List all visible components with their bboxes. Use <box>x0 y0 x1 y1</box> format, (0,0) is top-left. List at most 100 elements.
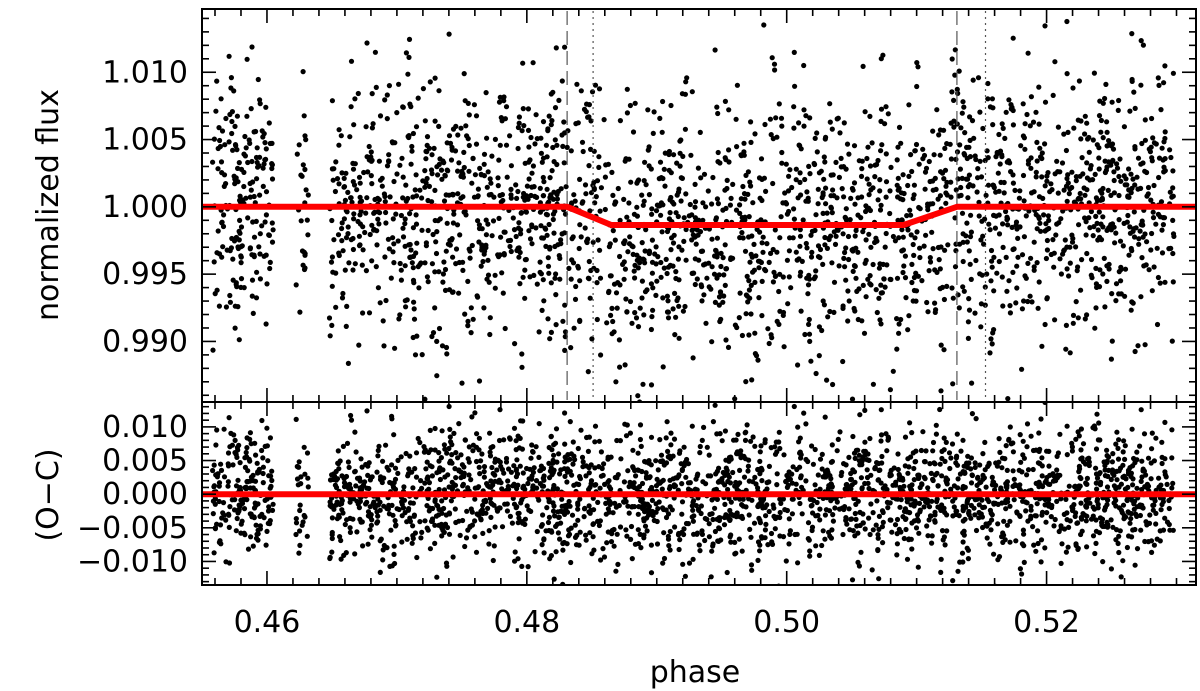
data-point <box>384 545 390 551</box>
data-point <box>748 119 754 125</box>
data-point <box>1070 85 1076 91</box>
data-point <box>882 244 888 250</box>
data-point <box>660 295 666 301</box>
data-point <box>251 505 258 511</box>
data-point <box>1125 212 1131 219</box>
data-point <box>1093 213 1099 219</box>
data-point <box>894 316 900 322</box>
data-point <box>797 170 803 176</box>
data-point <box>345 189 351 195</box>
data-point <box>260 183 266 189</box>
data-point <box>726 159 732 165</box>
data-point <box>253 452 259 458</box>
data-point <box>642 248 648 254</box>
data-point <box>969 380 975 386</box>
data-point <box>709 264 715 270</box>
data-point <box>1094 411 1100 417</box>
data-point <box>444 220 450 226</box>
data-point <box>254 145 260 151</box>
data-point <box>887 210 893 217</box>
data-point <box>1064 18 1070 25</box>
data-point <box>840 531 846 538</box>
data-point <box>752 279 758 285</box>
data-point <box>748 183 754 189</box>
data-point <box>826 586 831 591</box>
data-point <box>759 535 765 541</box>
data-point <box>1023 213 1029 219</box>
data-point <box>221 426 227 432</box>
data-point <box>396 316 402 322</box>
data-point <box>625 468 631 474</box>
data-point <box>1042 141 1048 147</box>
data-point <box>746 278 752 284</box>
data-point <box>597 485 603 491</box>
data-point <box>369 534 375 540</box>
data-point <box>494 506 500 512</box>
data-point <box>638 504 644 510</box>
data-point <box>429 518 435 524</box>
data-point <box>1113 298 1119 304</box>
data-point <box>990 182 996 188</box>
data-point <box>740 183 746 190</box>
data-point <box>400 195 406 201</box>
data-point <box>613 379 619 385</box>
data-point <box>901 190 907 197</box>
data-point <box>501 229 507 235</box>
data-point <box>476 225 483 232</box>
data-point <box>516 120 522 126</box>
data-point <box>597 208 603 214</box>
data-point <box>664 309 671 315</box>
data-point <box>449 147 455 153</box>
data-point <box>924 299 930 306</box>
data-point <box>712 528 719 535</box>
data-point <box>398 454 404 460</box>
data-point <box>1000 303 1006 309</box>
data-point <box>352 96 358 102</box>
data-point <box>383 442 389 448</box>
data-point <box>1008 106 1014 112</box>
data-point <box>794 466 800 473</box>
data-point <box>714 431 720 437</box>
data-point <box>985 155 991 161</box>
data-point <box>828 476 834 482</box>
data-point <box>827 119 833 125</box>
data-point <box>508 163 514 169</box>
data-point <box>671 152 677 158</box>
data-point <box>575 506 581 512</box>
data-point <box>709 339 715 345</box>
data-point <box>475 218 481 224</box>
data-point <box>1073 178 1079 184</box>
data-point <box>972 153 978 159</box>
data-point <box>515 188 521 195</box>
data-point <box>978 237 984 243</box>
data-point <box>952 215 958 221</box>
data-point <box>215 145 221 152</box>
data-point <box>338 133 344 139</box>
data-point <box>1044 448 1050 454</box>
data-point <box>562 302 568 308</box>
data-point <box>334 176 341 182</box>
data-point <box>462 98 468 104</box>
data-point <box>1170 217 1176 223</box>
data-point <box>809 443 815 449</box>
data-point <box>658 274 664 280</box>
data-point <box>1078 287 1084 293</box>
data-point <box>751 241 757 247</box>
data-point <box>1111 190 1117 196</box>
data-point <box>661 555 668 562</box>
data-point <box>244 445 250 451</box>
data-point <box>529 241 535 247</box>
data-point <box>947 465 953 472</box>
data-point <box>408 104 414 110</box>
data-point <box>822 536 828 542</box>
data-point <box>684 75 690 81</box>
data-point <box>429 152 435 158</box>
data-point <box>608 273 614 279</box>
data-point <box>379 183 385 189</box>
data-point <box>1044 178 1050 184</box>
data-point <box>238 276 245 282</box>
data-point <box>868 187 874 193</box>
data-point <box>487 315 493 321</box>
data-point <box>934 107 940 113</box>
data-point <box>986 498 992 505</box>
